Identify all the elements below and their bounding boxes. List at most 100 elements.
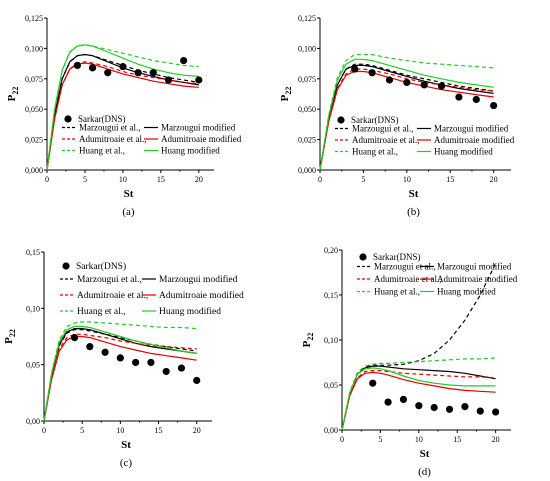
legend-label-2: Adumitroaie et al., (352, 135, 419, 145)
legend-label-4: Huang et al., (374, 287, 420, 297)
x-tick-label: 10 (116, 426, 124, 435)
legend-label-1: Marzougui modified (437, 262, 512, 272)
x-tick-label: 20 (193, 426, 201, 435)
legend-label-sarkar: Sarkar(DNS) (373, 252, 421, 262)
x-tick-label: 20 (490, 175, 498, 184)
y-tick-label: 0,025 (25, 136, 43, 145)
data-point-sarkar (162, 367, 170, 376)
legend-label-0: Marzougui et al., (374, 262, 435, 272)
series-line-3 (341, 371, 496, 431)
data-point-sarkar (193, 376, 201, 385)
y-tick-label: 0,15 (324, 291, 338, 300)
y-axis-label: P22 (279, 87, 293, 102)
series-line-5 (319, 58, 494, 171)
x-tick-label: 15 (453, 435, 461, 444)
y-axis-label-main: P (3, 337, 15, 344)
series-line-3 (319, 70, 494, 171)
data-point-sarkar (472, 95, 480, 104)
y-tick-label: 0,15 (26, 248, 40, 257)
y-tick-label: 0,000 (298, 166, 316, 175)
series-line-2 (319, 68, 494, 171)
series-line-3 (46, 62, 199, 171)
series-line-5 (46, 44, 199, 171)
y-axis-label-subscript: 22 (284, 87, 293, 95)
x-tick-label: 15 (155, 426, 163, 435)
series-line-5 (43, 325, 197, 422)
x-tick-label: 10 (403, 175, 411, 184)
legend-label-4: Huang et al., (79, 146, 125, 156)
data-point-sarkar (492, 408, 500, 416)
legend-label-0: Marzougui et al., (77, 275, 142, 285)
legend-label-2: Adumitroaie et al., (77, 291, 148, 301)
y-tick-label: 0,100 (298, 44, 316, 53)
legend-label-4: Huang et al., (352, 147, 398, 157)
legend-label-1: Marzougui modified (161, 123, 236, 133)
data-point-sarkar (101, 348, 109, 356)
data-point-sarkar (86, 343, 94, 351)
x-tick-label: 5 (378, 435, 382, 444)
series-line-5 (341, 367, 496, 431)
y-tick-label: 0,075 (25, 75, 43, 84)
x-tick-label: 10 (119, 175, 127, 184)
data-point-sarkar (164, 76, 173, 84)
x-tick-label: 5 (361, 175, 365, 184)
panel-d: 0 5 10 15 20 0,00 0,05 0,10 0,15 0,20 St P22 (d) Sark… (301, 246, 518, 478)
data-point-sarkar (134, 69, 142, 77)
y-tick-label: 0,125 (25, 14, 43, 23)
y-axis-label: P22 (301, 333, 315, 348)
data-point-sarkar (116, 354, 124, 362)
x-tick-label: 15 (157, 175, 165, 184)
legend: Sarkar(DNS)Marzougui et al., Marzougui mo… (62, 114, 242, 156)
series-line-4 (319, 53, 494, 171)
y-tick-label: 0,00 (26, 417, 40, 426)
data-point-sarkar (351, 65, 359, 73)
y-axis-label-main: P (6, 94, 18, 101)
data-point-sarkar (104, 69, 112, 77)
x-axis-label: St (409, 188, 419, 200)
x-tick-label: 15 (446, 175, 454, 184)
x-tick-label: 10 (415, 435, 423, 444)
data-point-sarkar (149, 69, 157, 77)
legend-label-sarkar: Sarkar(DNS) (76, 261, 126, 272)
x-tick-label: 0 (45, 175, 49, 184)
series-line-0 (43, 329, 197, 422)
legend-marker-sarkar (359, 253, 367, 261)
data-point-sarkar (476, 407, 484, 415)
data-point-sarkar (70, 334, 79, 342)
data-point-sarkar (195, 76, 203, 84)
data-point-sarkar (403, 78, 411, 87)
panel-label: (c) (120, 457, 133, 469)
y-tick-label: 0,20 (324, 246, 338, 255)
legend-label-2: Adumitroaie et al., (374, 274, 441, 284)
legend-label-3: Adumitroaie modified (161, 134, 242, 144)
y-tick-label: 0,100 (25, 44, 43, 53)
data-point-sarkar (420, 81, 428, 89)
legend-marker-sarkar (62, 262, 70, 270)
x-tick-label: 0 (318, 175, 322, 184)
data-point-sarkar (461, 403, 469, 411)
y-tick-label: 0,075 (298, 75, 316, 84)
x-tick-label: 5 (83, 175, 87, 184)
legend: Sarkar(DNS)Marzougui et al., Marzougui mo… (357, 252, 518, 297)
data-point-sarkar (455, 93, 463, 101)
legend-label-sarkar: Sarkar(DNS) (78, 114, 126, 124)
data-point-sarkar (415, 402, 423, 410)
y-tick-label: 0,05 (324, 381, 338, 390)
legend: Sarkar(DNS)Marzougui et al., Marzougui mo… (335, 115, 515, 157)
y-tick-label: 0,00 (324, 426, 338, 435)
series-line-2 (43, 333, 197, 422)
x-tick-label: 0 (42, 426, 46, 435)
series-line-2 (341, 370, 496, 431)
data-point-sarkar (132, 358, 140, 367)
data-point-sarkar (369, 379, 377, 387)
x-tick-label: 20 (195, 175, 203, 184)
legend-label-3: Adumitroaie modified (437, 274, 518, 284)
x-tick-label: 0 (340, 435, 344, 444)
legend-label-4: Huang et al., (77, 307, 126, 317)
series-line-4 (341, 357, 496, 431)
legend-label-3: Adumitroaie modified (159, 290, 244, 301)
y-axis-label-main: P (279, 94, 291, 101)
y-axis-label-subscript: 22 (306, 333, 315, 341)
panel-label: (a) (122, 206, 135, 218)
legend-label-2: Adumitroaie et al., (79, 134, 146, 144)
